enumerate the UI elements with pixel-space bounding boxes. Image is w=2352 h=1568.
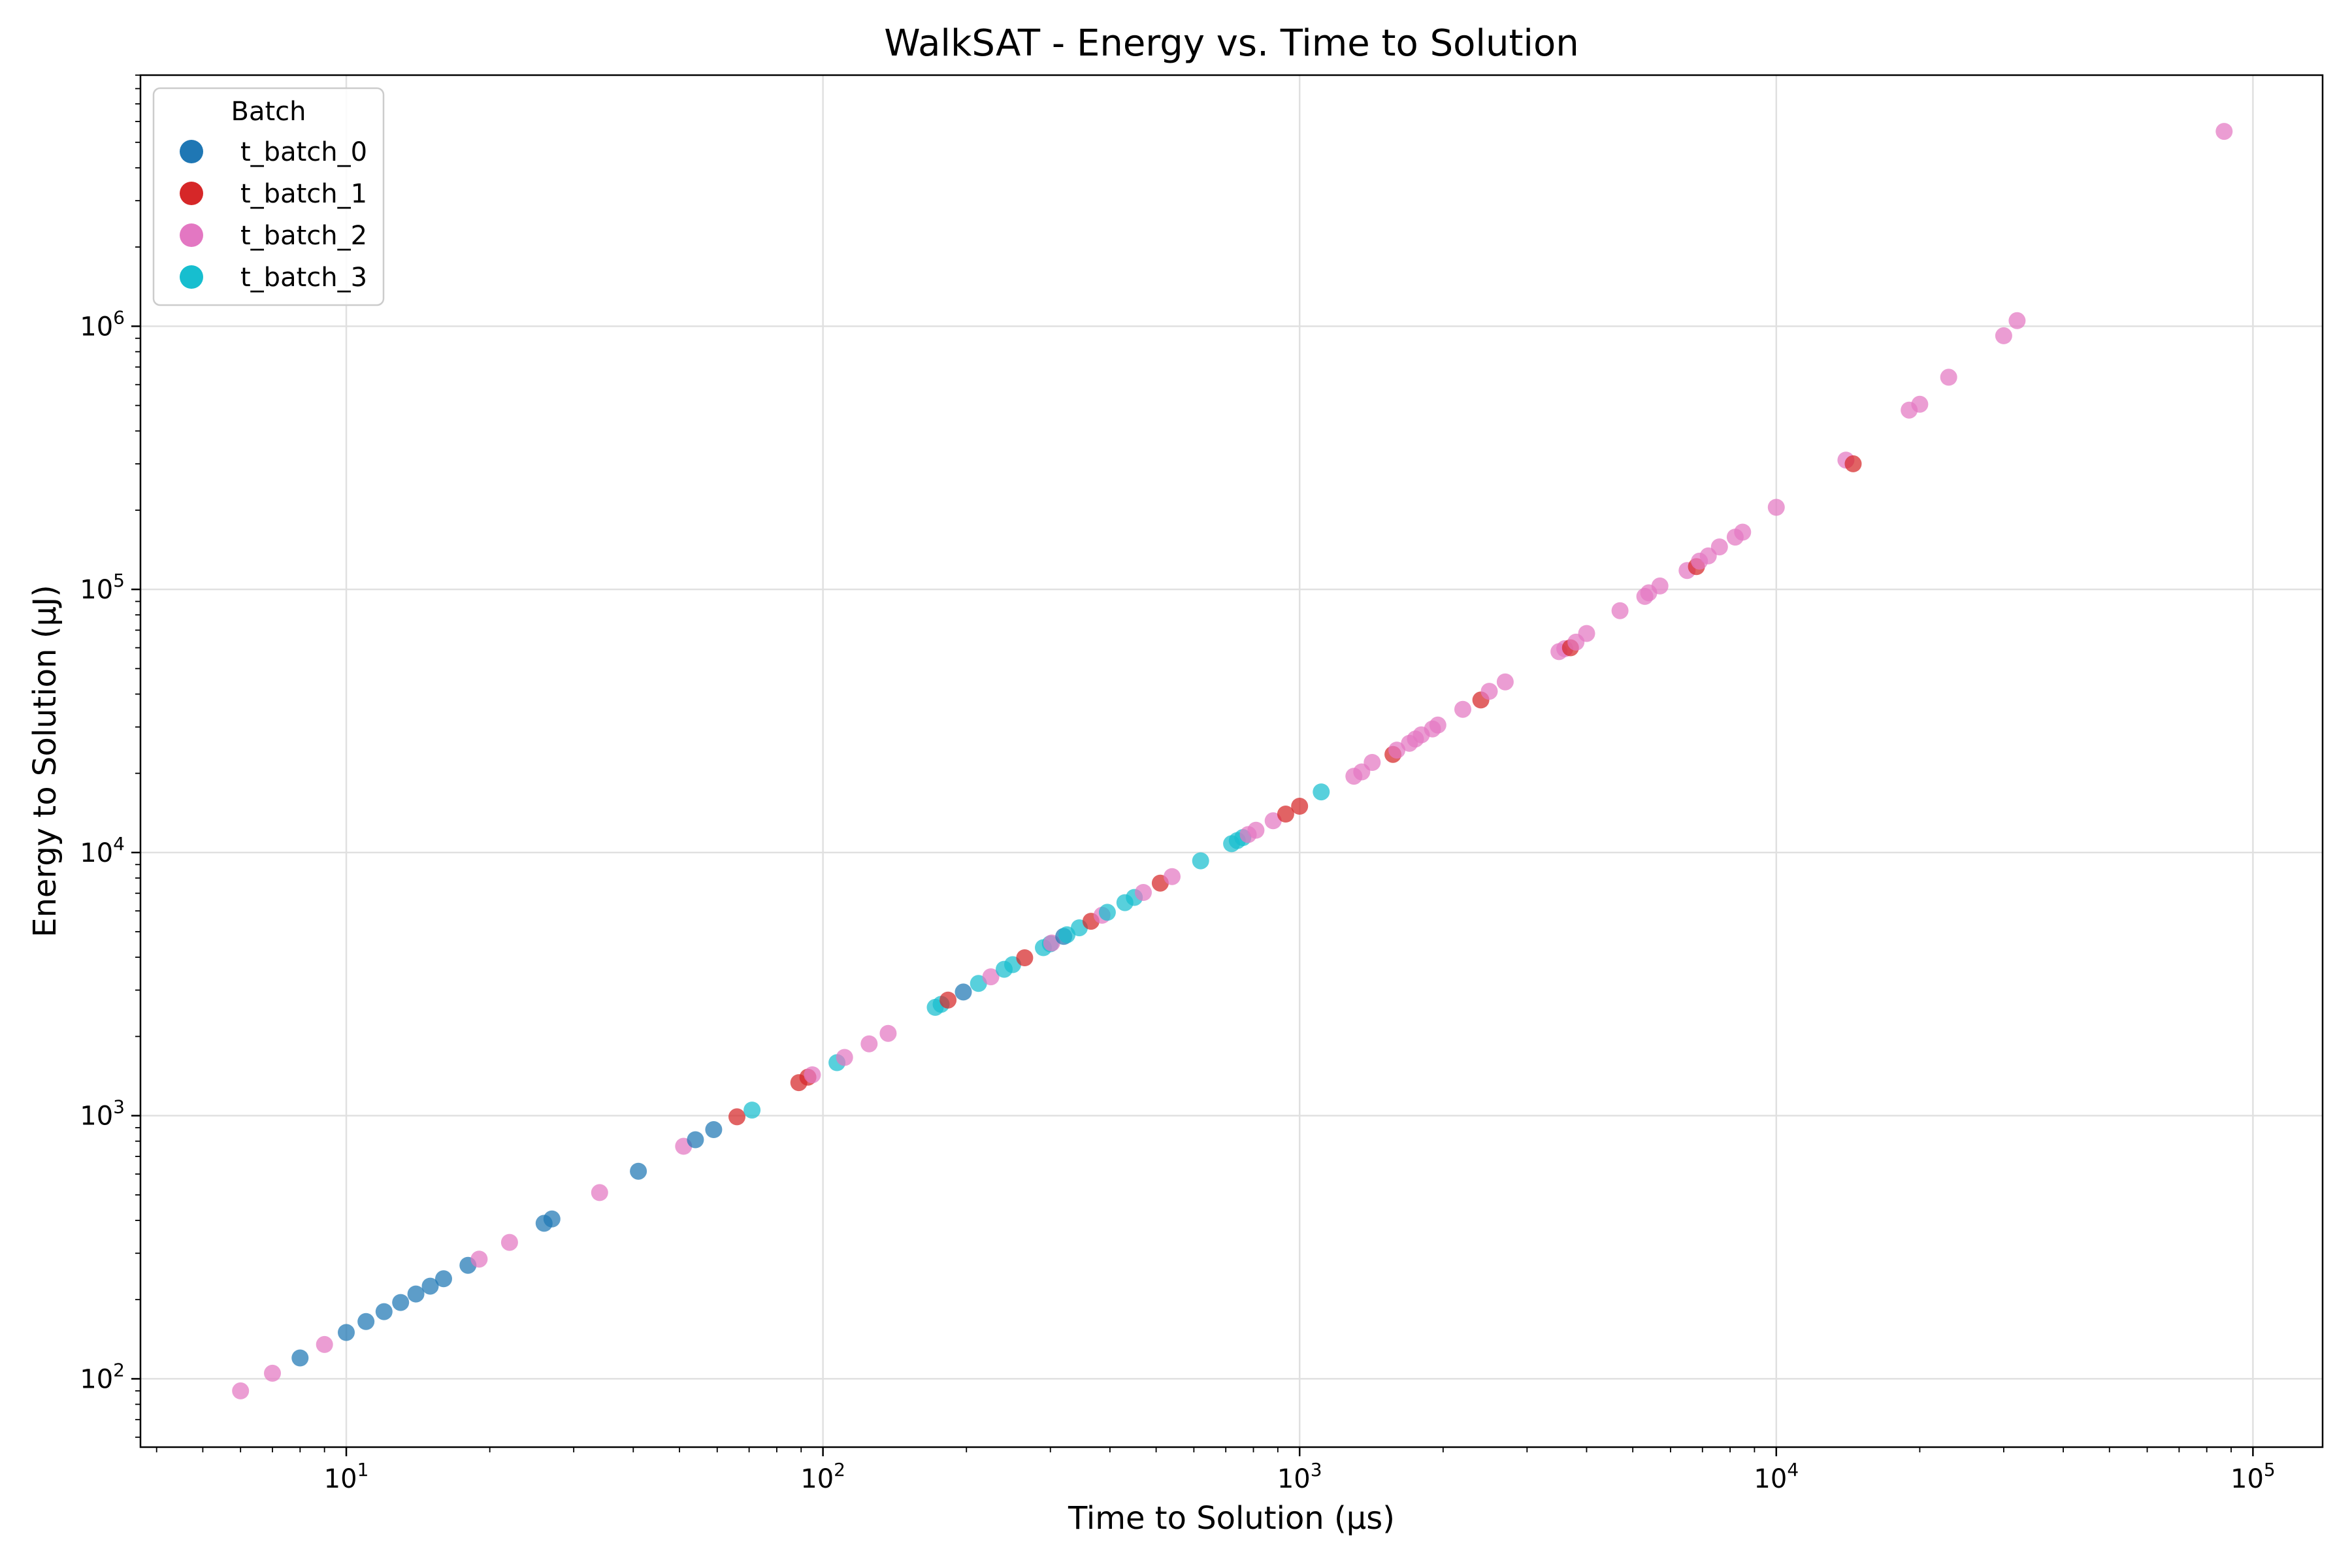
- t-batch-2-point: [1651, 577, 1669, 595]
- t-batch-2-point: [1264, 812, 1282, 830]
- t-batch-1-point: [1016, 949, 1034, 966]
- x-tick-label: 104: [1754, 1459, 1799, 1494]
- t-batch-2-point: [1364, 754, 1381, 771]
- grid-lines: [140, 75, 2323, 1447]
- t-batch-0-point: [338, 1324, 355, 1341]
- t-batch-0-point: [407, 1285, 425, 1303]
- x-tick-label: 102: [800, 1459, 845, 1494]
- data-points: [232, 123, 2233, 1399]
- chart-title: WalkSAT - Energy vs. Time to Solution: [884, 22, 1578, 65]
- y-tick-label: 105: [80, 570, 125, 605]
- legend-label: t_batch_2: [240, 221, 367, 251]
- t-batch-3-point: [1098, 904, 1116, 921]
- t-batch-2-point: [1388, 742, 1406, 759]
- t-batch-2-point: [1995, 327, 2012, 344]
- t-batch-2-point: [1135, 884, 1152, 901]
- t-batch-2-point: [1429, 716, 1446, 734]
- y-axis-label: Energy to Solution (μJ): [27, 585, 63, 938]
- t-batch-0-point: [705, 1121, 723, 1138]
- t-batch-2-point: [1734, 523, 1752, 541]
- t-batch-2-point: [836, 1049, 853, 1066]
- t-batch-2-point: [1164, 868, 1181, 885]
- t-batch-0-point: [392, 1294, 410, 1311]
- legend-marker: [180, 265, 203, 289]
- t-batch-2-point: [1247, 821, 1265, 839]
- t-batch-2-point: [1496, 673, 1514, 691]
- legend-box: [152, 87, 385, 306]
- t-batch-0-point: [955, 983, 972, 1001]
- legend-label: t_batch_3: [240, 263, 367, 293]
- y-tick-label: 103: [80, 1096, 125, 1132]
- legend: Batch t_batch_0t_batch_1t_batch_2t_batch…: [152, 87, 385, 306]
- t-batch-0-point: [357, 1313, 375, 1330]
- t-batch-0-point: [543, 1210, 561, 1228]
- t-batch-1-point: [1844, 455, 1862, 472]
- y-tick-label: 102: [80, 1359, 125, 1394]
- t-batch-2-point: [1578, 625, 1595, 642]
- t-batch-2-point: [316, 1335, 333, 1353]
- t-batch-2-point: [1611, 602, 1629, 619]
- x-axis-label: Time to Solution (μs): [1068, 1500, 1395, 1537]
- t-batch-2-point: [232, 1382, 250, 1399]
- t-batch-2-point: [860, 1035, 878, 1053]
- t-batch-2-point: [1911, 395, 1929, 413]
- plot-area: [140, 75, 2323, 1447]
- t-batch-0-point: [291, 1349, 309, 1367]
- t-batch-1-point: [939, 991, 957, 1009]
- t-batch-2-point: [500, 1233, 518, 1251]
- t-batch-2-point: [804, 1066, 821, 1084]
- t-batch-2-point: [982, 968, 1000, 986]
- t-batch-0-point: [435, 1270, 452, 1288]
- t-batch-2-point: [264, 1364, 281, 1382]
- t-batch-2-point: [1480, 683, 1498, 700]
- t-batch-2-point: [1940, 368, 1957, 386]
- x-tick-label: 101: [324, 1459, 369, 1494]
- legend-label: t_batch_1: [240, 179, 367, 209]
- axis-ticks: 101 102 103 104 105 102 103 104 105 106: [80, 74, 2276, 1494]
- t-batch-1-point: [728, 1108, 745, 1126]
- t-batch-2-point: [2215, 123, 2233, 140]
- y-tick-label: 106: [80, 306, 125, 342]
- t-batch-0-point: [630, 1162, 647, 1180]
- t-batch-2-point: [2008, 312, 2026, 329]
- t-batch-0-point: [375, 1303, 393, 1320]
- t-batch-0-point: [687, 1131, 704, 1149]
- legend-title: Batch: [231, 97, 306, 127]
- t-batch-2-point: [1454, 700, 1471, 718]
- t-batch-2-point: [591, 1184, 608, 1201]
- legend-entries: t_batch_0 t_batch_1 t_batch_2 t_batch_3: [180, 137, 367, 293]
- t-batch-1-point: [1277, 806, 1294, 823]
- legend-marker: [180, 140, 203, 163]
- t-batch-3-point: [743, 1102, 761, 1119]
- t-batch-0-point: [421, 1277, 439, 1295]
- legend-label: t_batch_0: [240, 137, 367, 167]
- t-batch-3-point: [1058, 926, 1076, 943]
- legend-marker: [180, 182, 203, 205]
- x-tick-label: 105: [2230, 1459, 2276, 1494]
- y-tick-label: 104: [80, 833, 125, 868]
- t-batch-3-point: [1313, 783, 1330, 801]
- t-batch-3-point: [1192, 852, 1209, 870]
- legend-marker: [180, 223, 203, 247]
- t-batch-2-point: [879, 1024, 897, 1042]
- x-tick-label: 103: [1277, 1459, 1322, 1494]
- t-batch-2-point: [1767, 498, 1785, 516]
- t-batch-2-point: [470, 1250, 488, 1268]
- t-batch-2-point: [1710, 538, 1728, 556]
- plot-frame: [139, 74, 2324, 1448]
- t-batch-1-point: [1291, 798, 1309, 815]
